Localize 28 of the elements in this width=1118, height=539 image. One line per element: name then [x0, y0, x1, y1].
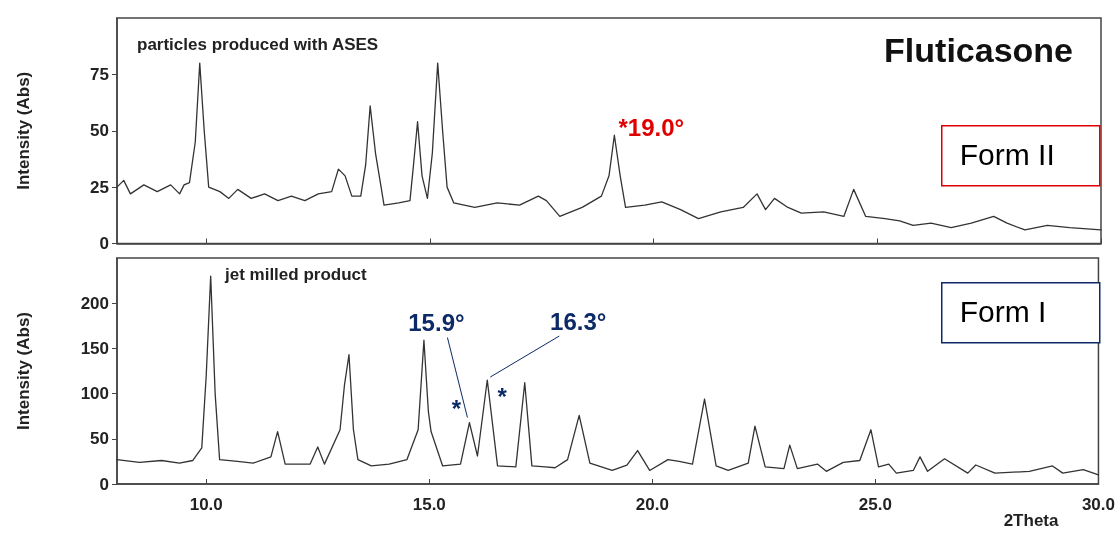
annotation: 15.9°: [408, 309, 465, 337]
x-tick-label: 20.0: [635, 495, 669, 514]
annotation: 16.3°: [550, 307, 607, 335]
annotation: particles produced with ASES: [137, 35, 379, 54]
x-tick-label: 25.0: [858, 495, 892, 514]
y-tick-label: 0: [99, 234, 109, 253]
y-tick-label: 150: [80, 338, 109, 358]
y-tick-label: 200: [80, 293, 109, 313]
y-tick-label: 100: [80, 384, 109, 404]
chart-title: Fluticasone: [884, 31, 1074, 69]
y-axis-title: Intensity (Abs): [14, 71, 33, 190]
y-axis-title: Intensity (Abs): [14, 311, 33, 431]
x-axis-title: 2Theta: [1003, 511, 1059, 530]
y-tick-label: 0: [99, 474, 109, 494]
line-series: [116, 62, 1102, 231]
y-tick-label: 75: [90, 64, 109, 84]
annotation: Form II: [959, 138, 1055, 172]
x-tick-label: 10.0: [189, 495, 223, 514]
annotation: jet milled product: [224, 265, 368, 284]
annotation: Form I: [959, 295, 1047, 329]
annotation: *: [497, 382, 508, 410]
x-tick-label: 15.0: [412, 495, 446, 514]
annotation: *: [451, 395, 462, 423]
annotation: *19.0°: [618, 113, 685, 141]
y-tick-label: 50: [90, 429, 109, 449]
y-tick-label: 50: [90, 121, 109, 141]
y-tick-label: 25: [90, 177, 109, 197]
x-tick-label: 30.0: [1081, 495, 1115, 514]
